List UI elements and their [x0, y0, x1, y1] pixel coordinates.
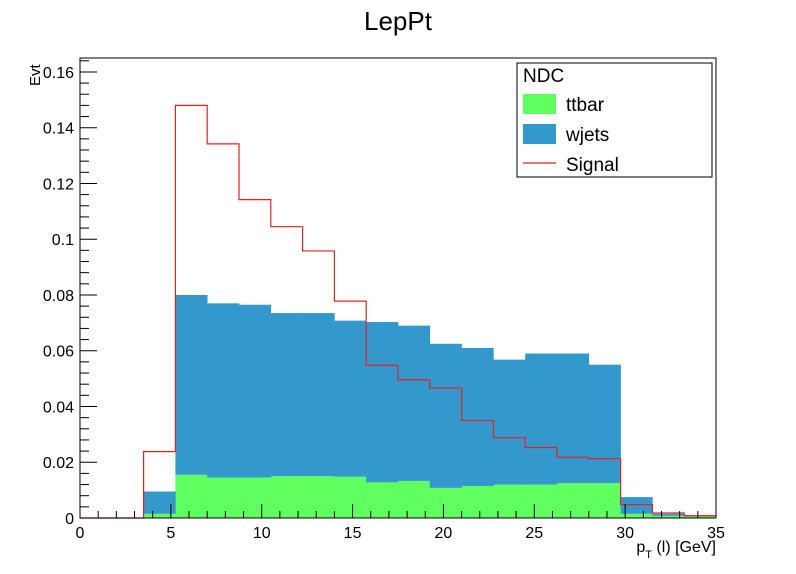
- wjets-bin-16: [588, 364, 621, 484]
- y-tick-label: 0.16: [43, 65, 74, 82]
- ttbar-bin-14: [525, 484, 558, 518]
- ttbar-bin-2: [143, 513, 176, 518]
- x-axis-ticks: 0 5 10 15 20 25 30 35: [76, 504, 725, 542]
- ttbar-bin-7: [302, 476, 335, 518]
- chart-title: LepPt: [364, 6, 433, 36]
- wjets-bin-11: [429, 343, 462, 488]
- x-axis-label-sub: T: [645, 549, 652, 561]
- y-tick-label: 0.12: [43, 176, 74, 193]
- x-axis-label-main: p: [636, 539, 645, 556]
- legend-label-wjets: wjets: [565, 125, 609, 146]
- x-tick-label: 30: [616, 525, 634, 542]
- wjets-bin-7: [302, 313, 335, 477]
- wjets-bin-4: [207, 303, 240, 478]
- y-tick-label: 0.02: [43, 455, 74, 472]
- ttbar-bin-13: [493, 484, 526, 518]
- ttbar-bin-3: [175, 474, 208, 518]
- legend-swatch-ttbar: [523, 94, 556, 114]
- y-tick-label: 0.04: [43, 399, 74, 416]
- ttbar-bin-12: [461, 485, 494, 518]
- wjets-bin-8: [334, 320, 367, 477]
- wjets-bin-15: [557, 353, 590, 484]
- wjets-bin-5: [239, 304, 272, 478]
- legend-label-signal: Signal: [566, 155, 619, 176]
- legend-swatch-wjets: [523, 124, 556, 144]
- x-tick-label: 20: [435, 525, 453, 542]
- wjets-bin-12: [461, 347, 494, 486]
- ttbar-bin-16: [588, 483, 621, 518]
- y-axis-ticks: 0 0.02 0.04 0.06 0.08 0.1 0.12 0.14 0.16: [43, 60, 97, 528]
- wjets-bin-17: [620, 497, 653, 514]
- y-axis-label: Evt: [27, 63, 44, 86]
- x-axis-label-rest: (l) [GeV]: [652, 539, 716, 556]
- wjets-bin-3: [175, 294, 208, 475]
- x-tick-label: 5: [166, 525, 175, 542]
- signal-step-line: [80, 104, 716, 519]
- ttbar-bin-8: [334, 476, 367, 518]
- wjets-bin-18: [652, 513, 685, 516]
- legend-title: NDC: [523, 66, 564, 87]
- y-tick-label: 0.06: [43, 344, 74, 361]
- wjets-bin-6: [270, 313, 303, 477]
- x-tick-label: 25: [525, 525, 543, 542]
- y-tick-label: 0: [65, 511, 74, 528]
- ttbar-bin-17: [620, 513, 653, 518]
- ttbar-bin-19: [684, 515, 717, 518]
- ttbar-bin-10: [398, 480, 431, 518]
- ttbar-bin-4: [207, 477, 240, 518]
- ttbar-bin-9: [366, 482, 399, 518]
- legend: NDC ttbar wjets Signal: [516, 62, 713, 178]
- x-axis-label: pT (l) [GeV]: [636, 539, 716, 561]
- wjets-bin-9: [366, 322, 399, 483]
- legend-box: [516, 62, 713, 178]
- x-tick-label: 10: [253, 525, 271, 542]
- legend-label-ttbar: ttbar: [566, 95, 605, 116]
- ttbar-bin-5: [239, 477, 272, 518]
- stacked-histogram-fills: [143, 294, 717, 518]
- ttbar-bin-6: [270, 476, 303, 518]
- ttbar-bin-15: [557, 483, 590, 518]
- x-tick-label: 15: [344, 525, 362, 542]
- ttbar-bin-18: [652, 515, 685, 518]
- ttbar-bin-11: [429, 487, 462, 518]
- wjets-bin-14: [525, 353, 558, 485]
- y-tick-label: 0.1: [52, 232, 74, 249]
- wjets-bin-2: [143, 491, 176, 514]
- wjets-bin-13: [493, 359, 526, 485]
- plot-frame: [79, 57, 717, 519]
- y-tick-label: 0.14: [43, 121, 74, 138]
- wjets-bin-10: [398, 325, 431, 481]
- x-tick-label: 0: [76, 525, 85, 542]
- y-tick-label: 0.08: [43, 288, 74, 305]
- x-tick-label: 35: [707, 525, 725, 542]
